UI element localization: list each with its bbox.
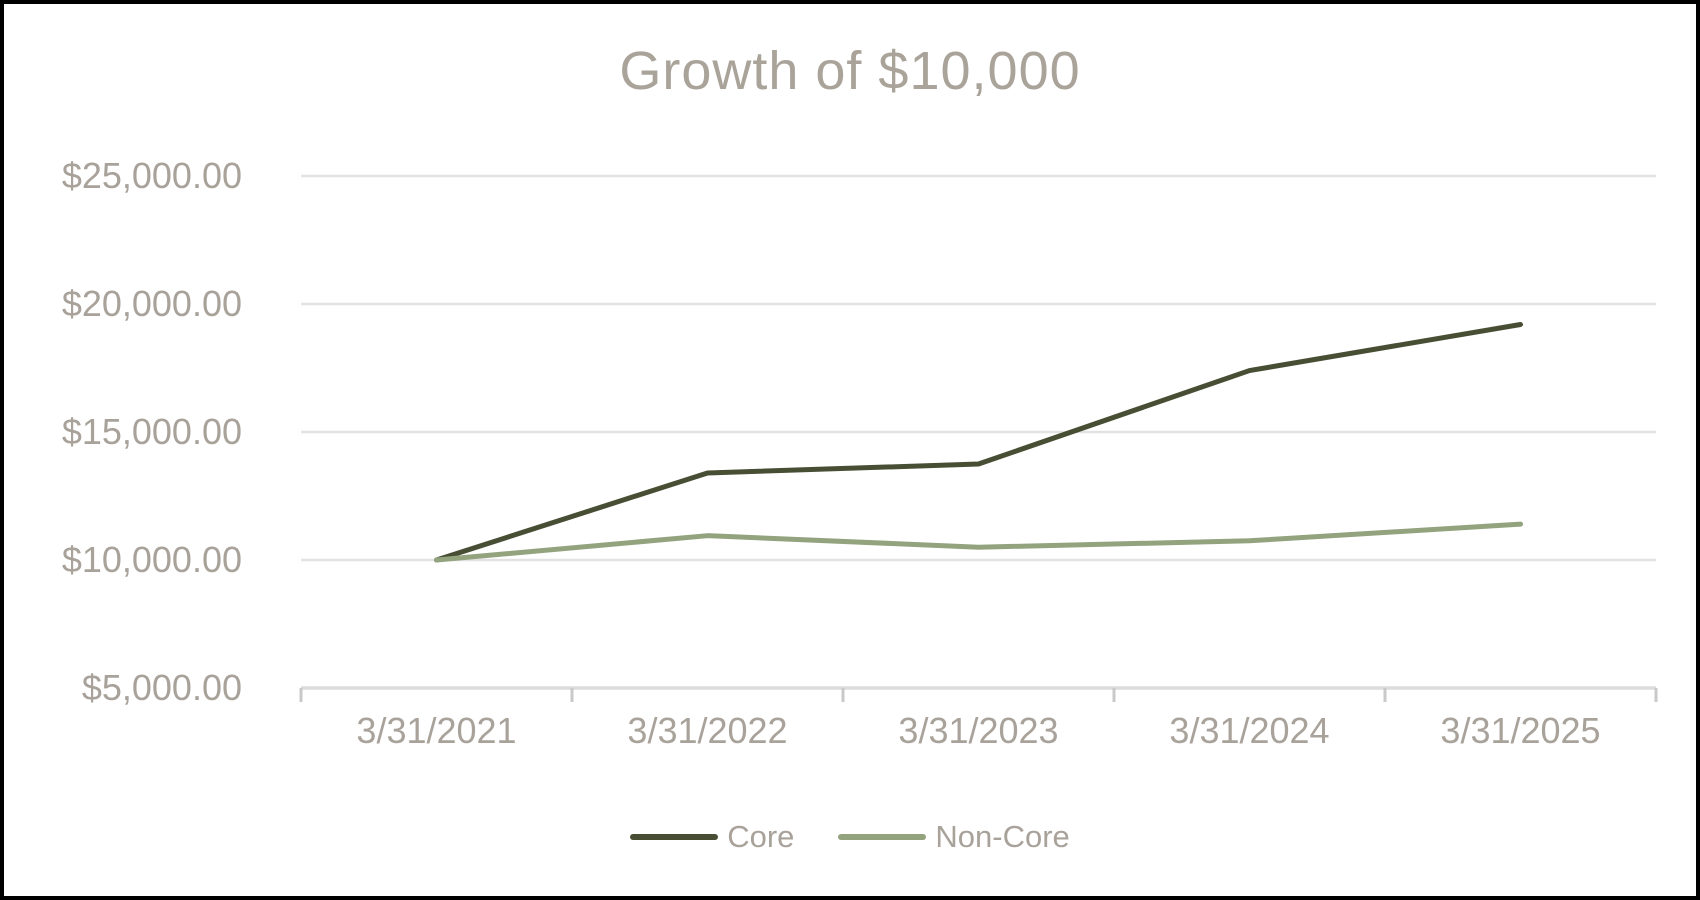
x-axis-label: 3/31/2023 [898, 710, 1059, 751]
x-axis-label: 3/31/2022 [627, 710, 788, 751]
y-axis-label: $20,000.00 [61, 283, 242, 324]
legend-item-non-core[interactable]: Non-Core [838, 811, 1070, 863]
y-axis-label: $5,000.00 [81, 667, 242, 708]
legend-line-swatch [630, 834, 719, 840]
y-axis-label: $15,000.00 [61, 411, 242, 452]
plot-area [299, 174, 1658, 702]
legend: Core Non-Core [4, 811, 1696, 863]
legend-label: Non-Core [935, 819, 1070, 854]
x-axis-label: 3/31/2025 [1440, 710, 1601, 751]
non-core-line[interactable] [434, 521, 1523, 563]
x-axis-label: 3/31/2021 [356, 710, 517, 751]
core-line[interactable] [434, 321, 1523, 563]
y-axis-label: $25,000.00 [61, 155, 242, 196]
legend-label: Core [727, 819, 795, 854]
y-axis-label: $10,000.00 [61, 539, 242, 580]
legend-item-core[interactable]: Core [630, 811, 794, 863]
legend-line-swatch [838, 834, 927, 840]
x-axis-label: 3/31/2024 [1169, 710, 1330, 751]
chart-title: Growth of $10,000 [619, 41, 1081, 101]
